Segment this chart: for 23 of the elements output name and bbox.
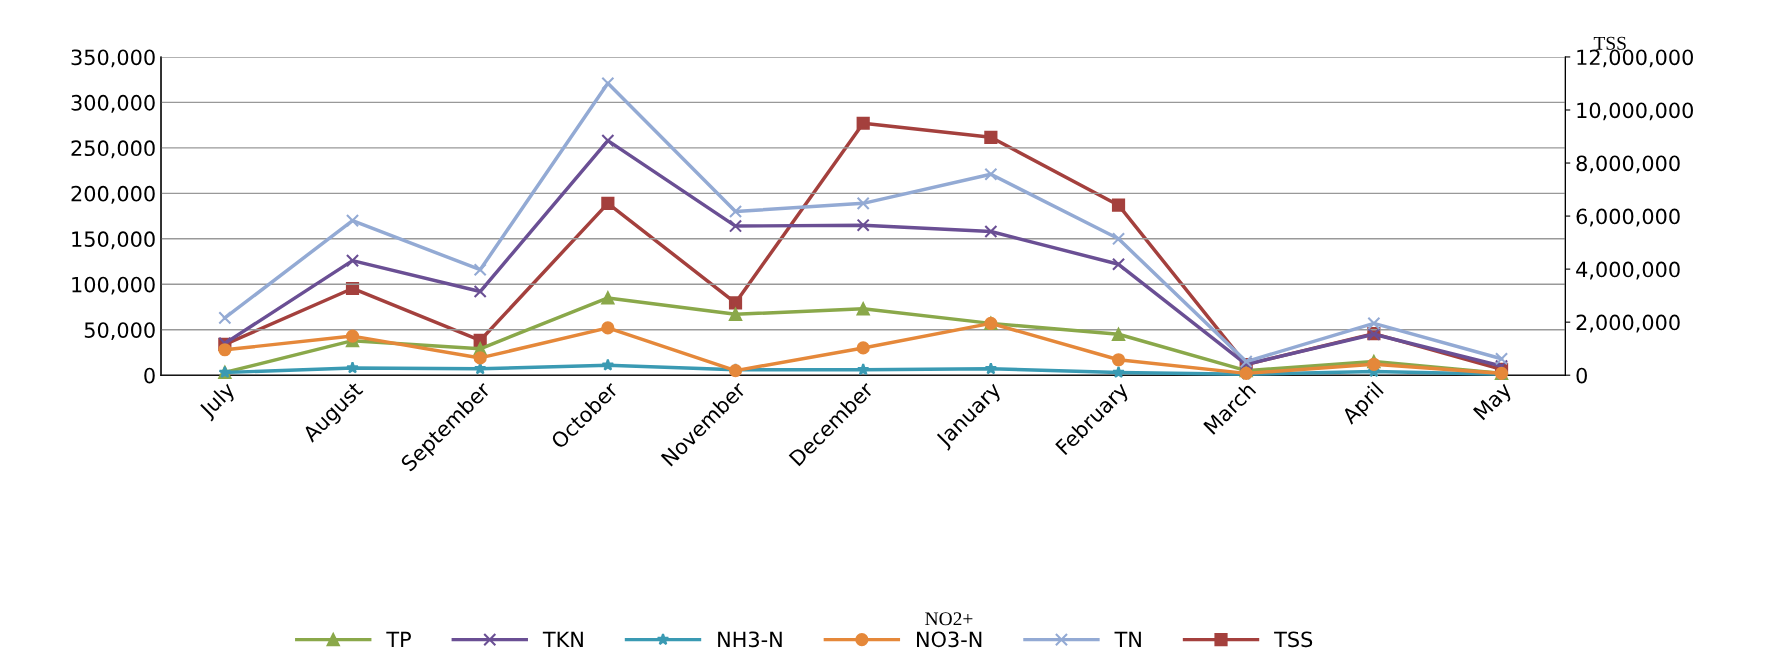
y2-tick-label: 8,000,000 (1576, 155, 1680, 174)
y-tick-label: 200,000 (71, 185, 155, 204)
y2-tick-label: 12,000,000 (1577, 49, 1693, 68)
legend-label: NO3-N (917, 631, 982, 648)
legend-label: TN (1114, 631, 1141, 647)
legend-label: TKN (542, 631, 583, 647)
y-tick-label: 250,000 (71, 140, 155, 159)
y2-tick-label: 6,000,000 (1576, 208, 1680, 227)
legend-label: NH3-N (718, 631, 782, 648)
y-tick-label: 350,000 (71, 49, 155, 68)
legend-label: TP (386, 631, 411, 647)
y-tick-label: 300,000 (71, 94, 155, 113)
y2-tick-label: 10,000,000 (1577, 102, 1693, 121)
y2-tick-label: 4,000,000 (1576, 261, 1680, 280)
y-tick-label: 50,000 (84, 322, 155, 341)
legend-label: TSS (1274, 631, 1313, 648)
y2-tick-label: 2,000,000 (1576, 314, 1680, 333)
text: NO2+ (925, 612, 973, 626)
y-tick-label: 0 (144, 367, 155, 384)
y2-axis-title: TSS (1593, 36, 1626, 50)
y2-tick-label: 0 (1576, 367, 1587, 384)
y-tick-label: 100,000 (72, 276, 155, 295)
y-tick-label: 150,000 (72, 231, 155, 250)
